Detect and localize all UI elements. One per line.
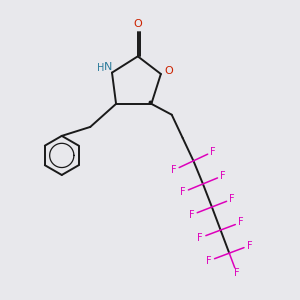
- Text: F: F: [229, 194, 235, 204]
- Text: H: H: [97, 63, 104, 73]
- Text: F: F: [210, 147, 216, 157]
- Text: O: O: [134, 19, 142, 29]
- Text: F: F: [238, 218, 244, 227]
- Text: N: N: [104, 62, 112, 72]
- Text: O: O: [164, 66, 173, 76]
- Text: F: F: [206, 256, 212, 266]
- Text: F: F: [247, 241, 252, 250]
- Text: F: F: [220, 171, 226, 181]
- Text: F: F: [197, 233, 203, 243]
- Text: F: F: [180, 187, 186, 197]
- Text: F: F: [171, 165, 177, 175]
- Text: F: F: [234, 268, 240, 278]
- Text: F: F: [189, 210, 194, 220]
